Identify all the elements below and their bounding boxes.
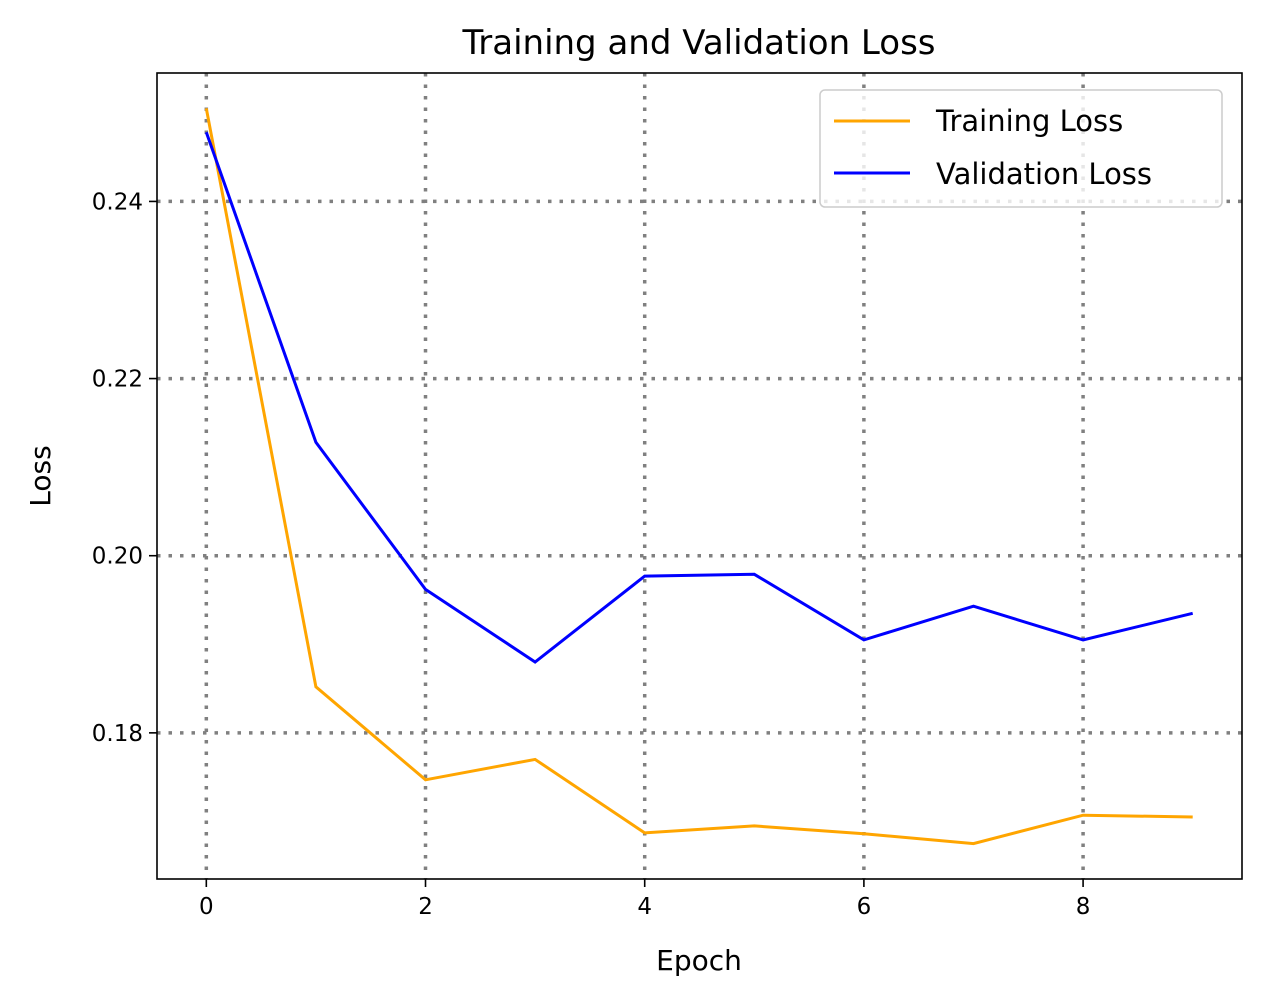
legend-box	[819, 89, 1223, 208]
axis-ticks: 0 2 4 6 8 0.18 0.20 0.22 0.24	[92, 189, 1091, 920]
legend-label-training: Training Loss	[935, 104, 1123, 138]
legend: Training Loss Validation Loss	[819, 89, 1223, 208]
series-lines	[204, 108, 1194, 846]
grid-lines	[157, 73, 1242, 879]
training-loss-line	[204, 108, 1193, 846]
y-tick-label: 0.20	[92, 544, 143, 570]
legend-label-validation: Validation Loss	[936, 157, 1152, 191]
y-tick-label: 0.18	[92, 721, 143, 747]
chart-title: Training and Validation Loss	[461, 23, 935, 63]
x-axis-label: Epoch	[656, 944, 742, 977]
x-tick-label: 6	[857, 894, 872, 920]
y-tick-label: 0.22	[92, 367, 143, 393]
y-axis-label: Loss	[24, 445, 57, 506]
x-tick-label: 2	[418, 894, 433, 920]
y-tick-label: 0.24	[92, 189, 143, 215]
x-tick-label: 0	[199, 894, 214, 920]
validation-loss-line	[204, 131, 1194, 664]
x-tick-label: 4	[637, 894, 652, 920]
plot-frame	[156, 72, 1243, 880]
x-tick-label: 8	[1076, 894, 1091, 920]
